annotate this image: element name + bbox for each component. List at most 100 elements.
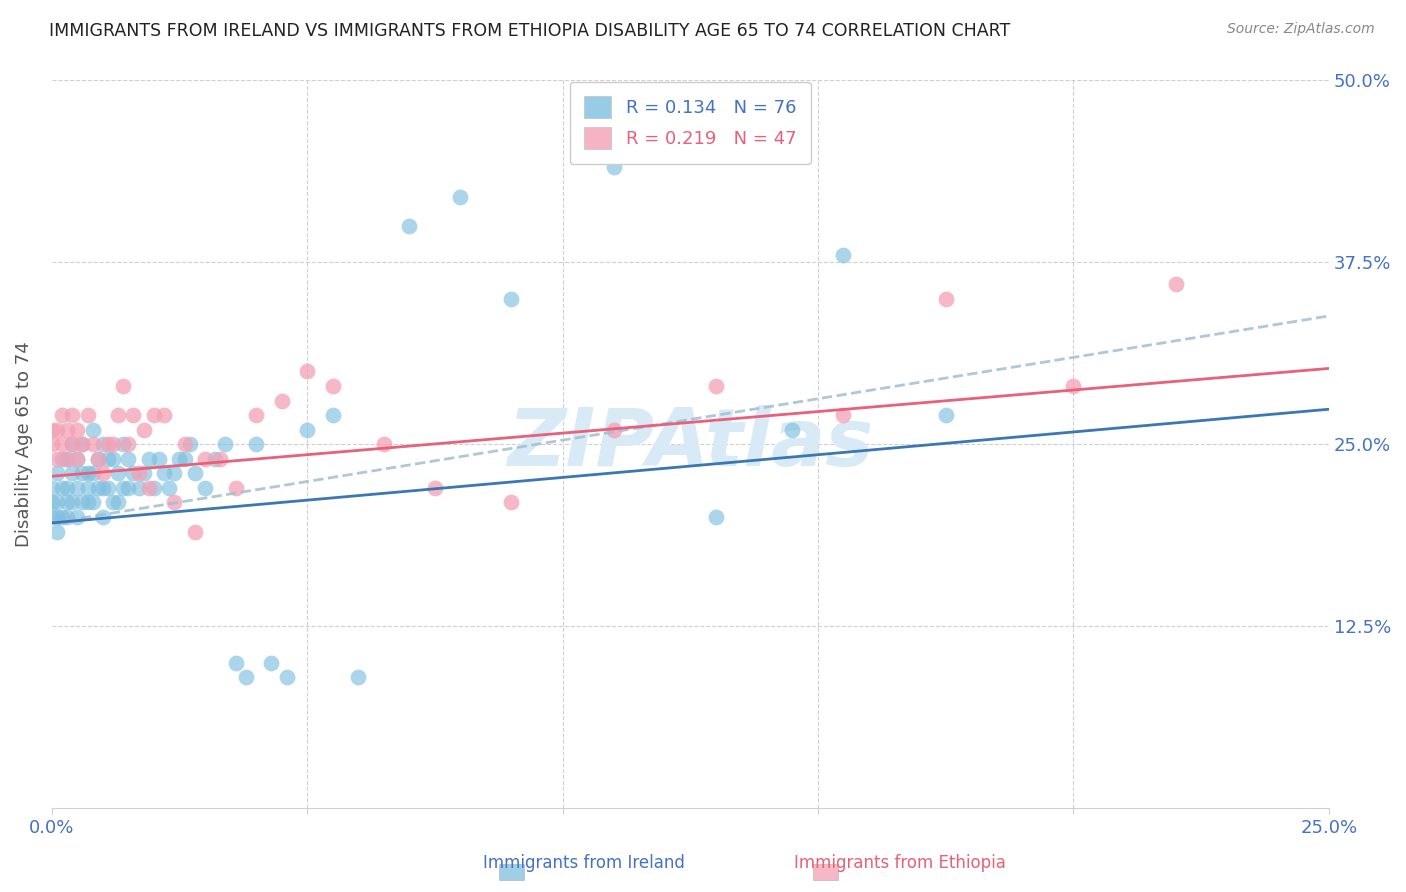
Point — [107, 467, 129, 481]
Point — [45, 510, 67, 524]
Point — [935, 408, 957, 422]
Point — [173, 437, 195, 451]
Point — [225, 481, 247, 495]
Point — [56, 423, 79, 437]
Point — [56, 451, 79, 466]
Point — [704, 510, 727, 524]
Point — [41, 437, 63, 451]
Point — [56, 495, 79, 509]
Point — [209, 451, 232, 466]
Point — [56, 481, 79, 495]
Point — [51, 510, 73, 524]
Point — [41, 481, 63, 495]
Point — [245, 437, 267, 451]
Point — [235, 670, 257, 684]
Point — [45, 451, 67, 466]
Point — [373, 437, 395, 451]
Point — [117, 437, 139, 451]
Point — [87, 451, 110, 466]
Point — [1062, 379, 1084, 393]
Point — [56, 510, 79, 524]
Point — [72, 467, 94, 481]
Text: Immigrants from Ireland: Immigrants from Ireland — [482, 855, 685, 872]
Point — [204, 451, 226, 466]
Point — [260, 656, 283, 670]
Point — [72, 495, 94, 509]
Point — [602, 161, 624, 175]
Point — [76, 467, 98, 481]
Point — [1164, 277, 1187, 291]
Point — [179, 437, 201, 451]
Point — [101, 495, 124, 509]
Point — [117, 451, 139, 466]
Point — [91, 467, 114, 481]
Point — [782, 423, 804, 437]
Point — [82, 423, 104, 437]
Point — [66, 423, 89, 437]
Point — [398, 219, 420, 233]
Point — [45, 524, 67, 539]
Text: IMMIGRANTS FROM IRELAND VS IMMIGRANTS FROM ETHIOPIA DISABILITY AGE 65 TO 74 CORR: IMMIGRANTS FROM IRELAND VS IMMIGRANTS FR… — [49, 22, 1011, 40]
Point — [122, 408, 145, 422]
Point — [101, 451, 124, 466]
Point — [132, 423, 155, 437]
Point — [91, 481, 114, 495]
Point — [173, 451, 195, 466]
Point — [56, 451, 79, 466]
Point — [41, 510, 63, 524]
Point — [449, 189, 471, 203]
Point — [45, 423, 67, 437]
Point — [60, 437, 83, 451]
Point — [112, 379, 135, 393]
Point — [87, 451, 110, 466]
Point — [72, 437, 94, 451]
Point — [501, 292, 523, 306]
Point — [322, 379, 344, 393]
Point — [276, 670, 298, 684]
Point — [138, 481, 160, 495]
Point — [132, 467, 155, 481]
Point — [76, 495, 98, 509]
Point — [122, 467, 145, 481]
Point — [97, 451, 120, 466]
Point — [128, 467, 150, 481]
Point — [138, 451, 160, 466]
Point — [82, 495, 104, 509]
Point — [169, 451, 191, 466]
Point — [194, 481, 217, 495]
Point — [153, 408, 176, 422]
Point — [832, 248, 855, 262]
Point — [51, 481, 73, 495]
Point — [51, 437, 73, 451]
Point — [76, 408, 98, 422]
Point — [148, 451, 170, 466]
Point — [832, 408, 855, 422]
Point — [45, 467, 67, 481]
Legend: R = 0.134   N = 76, R = 0.219   N = 47: R = 0.134 N = 76, R = 0.219 N = 47 — [569, 82, 811, 164]
Point — [295, 364, 318, 378]
Point — [107, 495, 129, 509]
Point — [66, 510, 89, 524]
Point — [76, 481, 98, 495]
Point — [66, 451, 89, 466]
Point — [163, 495, 186, 509]
Point — [347, 670, 370, 684]
Text: Immigrants from Ethiopia: Immigrants from Ethiopia — [794, 855, 1005, 872]
Point — [157, 481, 180, 495]
Point — [128, 481, 150, 495]
Point — [270, 393, 292, 408]
Point — [60, 437, 83, 451]
Point — [97, 481, 120, 495]
Point — [51, 451, 73, 466]
Point — [66, 451, 89, 466]
Point — [82, 437, 104, 451]
Point — [72, 437, 94, 451]
Point — [245, 408, 267, 422]
Point — [214, 437, 236, 451]
Point — [935, 292, 957, 306]
Point — [66, 481, 89, 495]
Text: ZIPAtlas: ZIPAtlas — [508, 405, 873, 483]
Point — [153, 467, 176, 481]
Point — [60, 495, 83, 509]
Point — [295, 423, 318, 437]
